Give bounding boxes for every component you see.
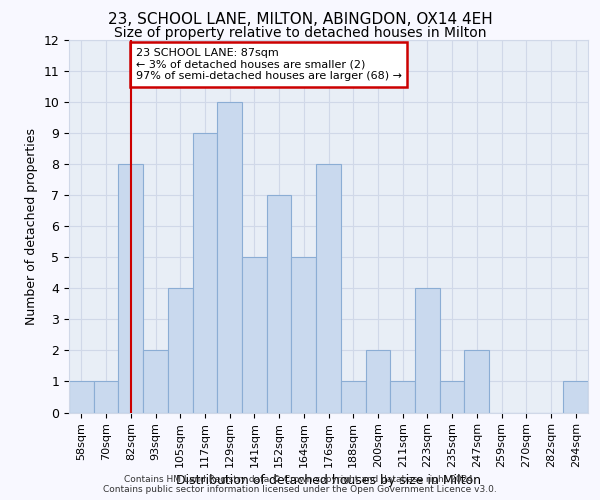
Bar [341,382,365,412]
Bar [316,164,341,412]
Bar [440,382,464,412]
Text: 23 SCHOOL LANE: 87sqm
← 3% of detached houses are smaller (2)
97% of semi-detach: 23 SCHOOL LANE: 87sqm ← 3% of detached h… [136,48,402,81]
Bar [118,164,143,412]
Bar [365,350,390,412]
Bar [390,382,415,412]
Bar [267,195,292,412]
Bar [193,133,217,412]
Bar [292,258,316,412]
Bar [217,102,242,412]
Bar [464,350,489,412]
Text: Contains HM Land Registry data © Crown copyright and database right 2024.
Contai: Contains HM Land Registry data © Crown c… [103,474,497,494]
Bar [94,382,118,412]
Text: Size of property relative to detached houses in Milton: Size of property relative to detached ho… [114,26,486,40]
Bar [143,350,168,412]
Y-axis label: Number of detached properties: Number of detached properties [25,128,38,325]
X-axis label: Distribution of detached houses by size in Milton: Distribution of detached houses by size … [176,474,481,488]
Text: 23, SCHOOL LANE, MILTON, ABINGDON, OX14 4EH: 23, SCHOOL LANE, MILTON, ABINGDON, OX14 … [107,12,493,28]
Bar [69,382,94,412]
Bar [242,258,267,412]
Bar [415,288,440,412]
Bar [563,382,588,412]
Bar [168,288,193,412]
